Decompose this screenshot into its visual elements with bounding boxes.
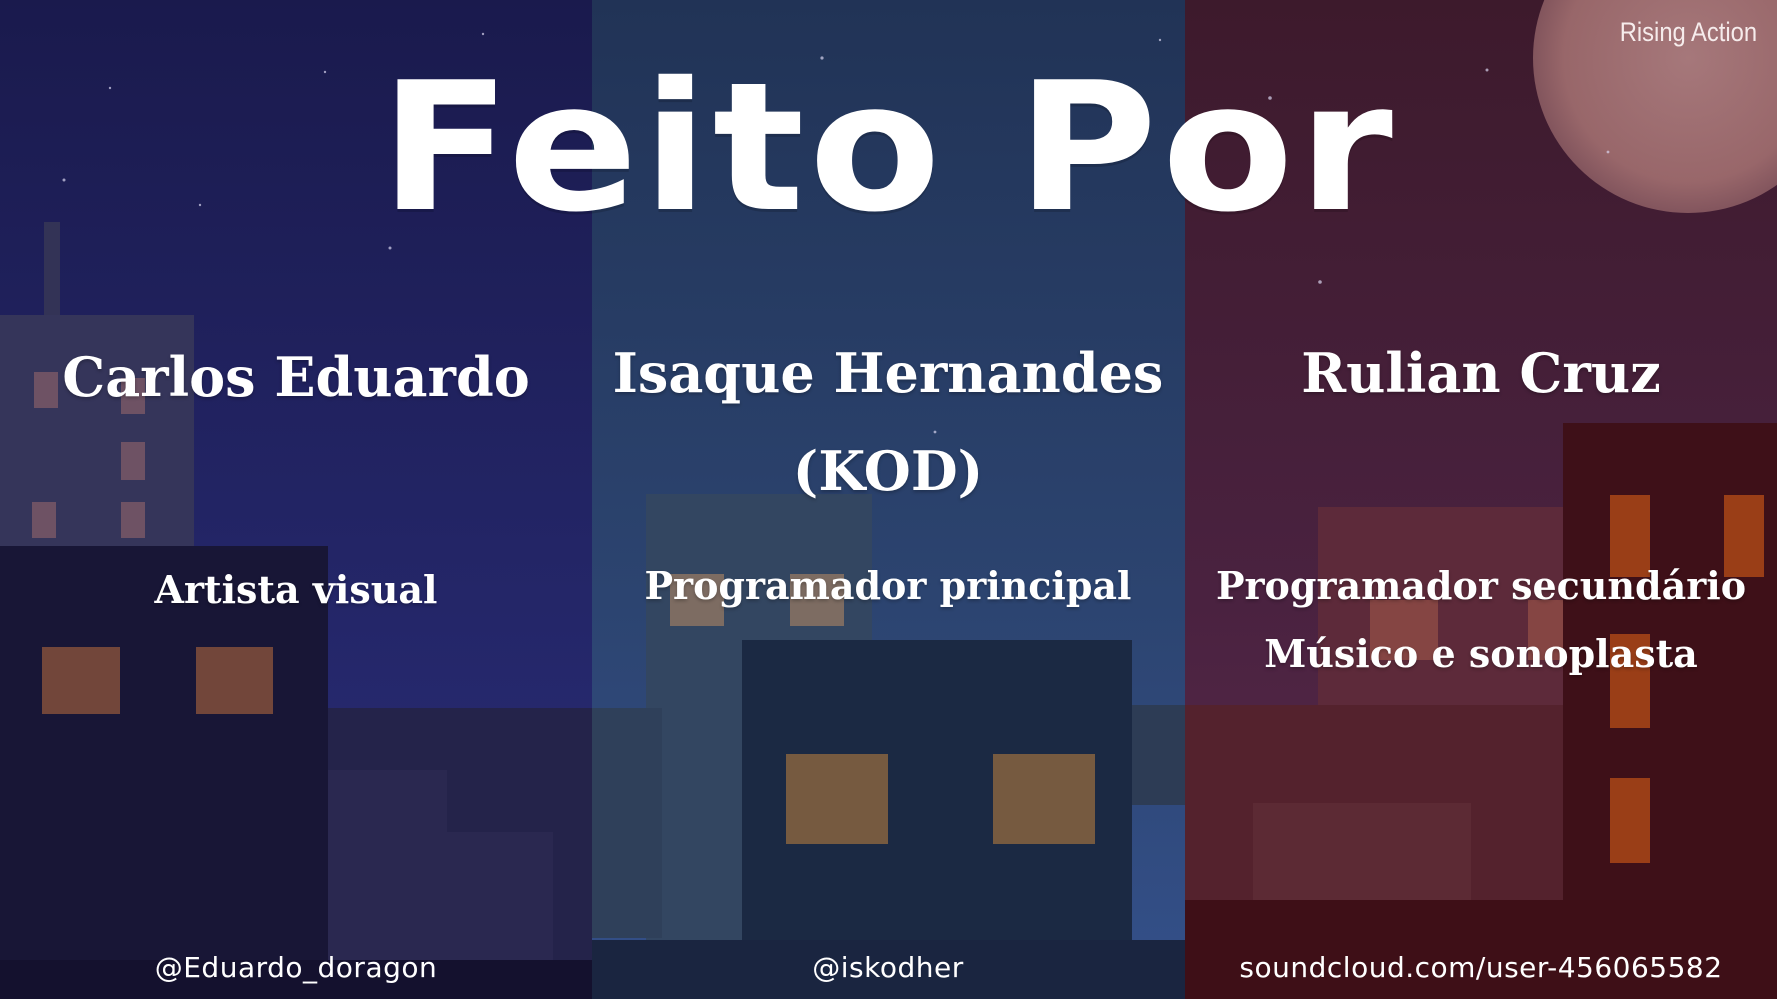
credit-role-secondary: Músico e sonoplasta bbox=[1185, 620, 1777, 688]
credit-handle: @Eduardo_doragon bbox=[0, 946, 592, 990]
credit-column-carlos: Carlos Eduardo Artista visual @Eduardo_d… bbox=[0, 0, 592, 999]
credit-column-isaque: Isaque Hernandes (KOD) Programador princ… bbox=[592, 0, 1184, 999]
credit-name: Isaque Hernandes bbox=[592, 324, 1184, 422]
credit-name: Carlos Eduardo bbox=[0, 328, 592, 426]
credit-role: Programador principal bbox=[592, 552, 1184, 620]
credit-role: Programador secundário bbox=[1185, 552, 1777, 620]
credit-handle: @iskodher bbox=[592, 946, 1184, 990]
credit-handle: soundcloud.com/user-456065582 bbox=[1185, 946, 1777, 990]
credit-column-rulian: Rulian Cruz Programador secundário Músic… bbox=[1185, 0, 1777, 999]
credit-role: Artista visual bbox=[0, 556, 592, 624]
credit-name: Rulian Cruz bbox=[1185, 324, 1777, 422]
credit-name-alias: (KOD) bbox=[592, 422, 1184, 520]
